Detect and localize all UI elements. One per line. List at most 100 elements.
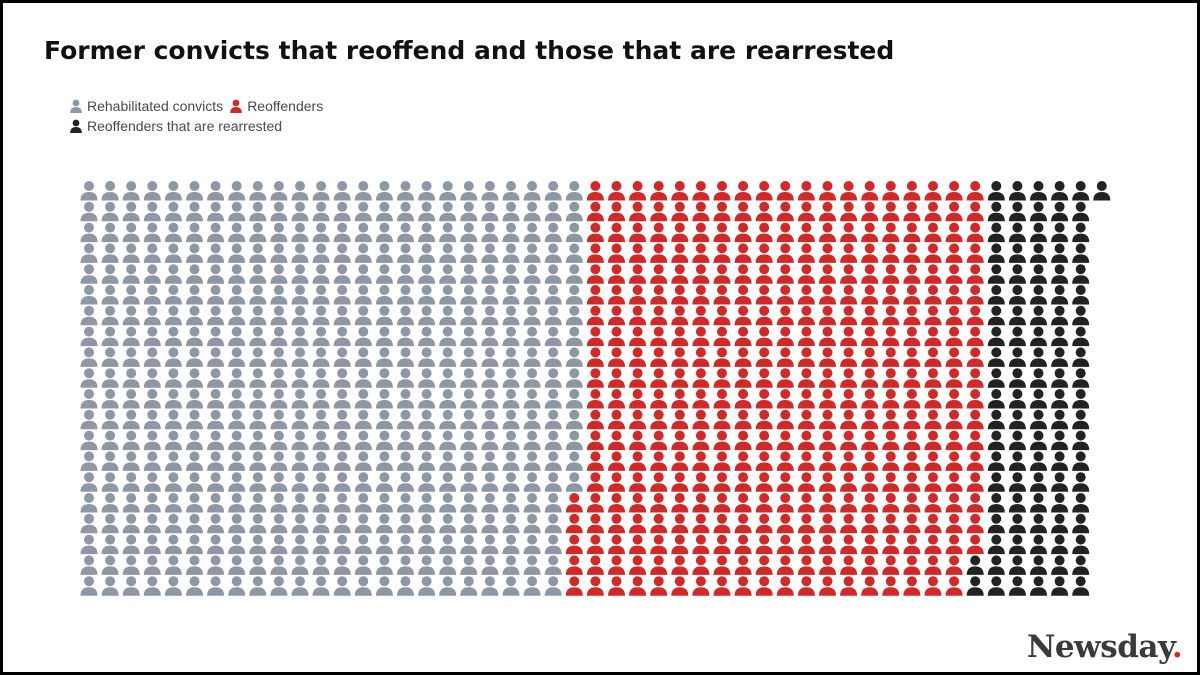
person-icon — [903, 264, 921, 284]
person-icon — [502, 305, 520, 326]
person-icon — [291, 305, 309, 326]
person-icon — [692, 451, 710, 471]
person-icon — [354, 409, 372, 430]
person-icon — [734, 201, 752, 222]
person-icon — [186, 555, 203, 575]
person-icon — [270, 347, 288, 367]
person-icon — [186, 264, 203, 284]
person-icon — [164, 430, 182, 451]
person-icon — [207, 326, 225, 347]
person-icon — [481, 493, 499, 513]
person-icon — [291, 555, 309, 575]
person-icon — [544, 555, 562, 575]
person-icon — [186, 243, 203, 263]
person-icon — [375, 493, 393, 513]
person-icon — [418, 181, 436, 201]
person-icon — [713, 347, 731, 367]
person-icon — [586, 181, 604, 201]
person-icon — [249, 201, 267, 222]
person-icon — [375, 451, 393, 471]
person-icon — [375, 368, 393, 388]
person-icon — [629, 285, 647, 305]
person-icon — [945, 451, 963, 471]
person-icon — [164, 305, 182, 326]
person-icon — [987, 264, 1005, 284]
person-icon — [249, 326, 267, 347]
person-icon — [143, 201, 161, 222]
person-icon — [671, 201, 689, 222]
person-icon — [375, 347, 393, 367]
person-icon — [586, 451, 604, 471]
person-icon — [840, 409, 858, 430]
person-icon — [565, 576, 583, 596]
person-icon — [650, 513, 668, 534]
person-icon — [903, 326, 921, 347]
person-icon — [439, 243, 457, 263]
person-icon — [1030, 430, 1047, 451]
person-icon — [1008, 430, 1026, 451]
person-icon — [1030, 493, 1047, 513]
person-icon — [375, 576, 393, 596]
person-icon — [502, 555, 520, 575]
person-icon — [80, 326, 98, 347]
person-icon — [1072, 368, 1090, 388]
person-icon — [164, 264, 182, 284]
person-icon — [713, 285, 731, 305]
person-icon — [101, 534, 119, 555]
person-icon — [755, 243, 773, 263]
person-icon — [650, 430, 668, 451]
person-icon — [987, 430, 1005, 451]
person-icon — [418, 201, 436, 222]
person-icon — [924, 347, 942, 367]
person-icon — [80, 285, 98, 305]
person-icon — [797, 409, 815, 430]
person-icon — [186, 513, 203, 534]
person-icon — [1072, 181, 1090, 201]
person-icon — [629, 305, 647, 326]
person-icon — [397, 513, 414, 534]
person-icon — [734, 576, 752, 596]
person-icon — [460, 285, 478, 305]
person-icon — [122, 472, 140, 492]
person-icon — [966, 181, 984, 201]
person-icon — [713, 389, 731, 409]
person-icon — [966, 409, 984, 430]
person-icon — [797, 576, 815, 596]
person-icon — [397, 326, 414, 347]
person-icon — [713, 576, 731, 596]
person-icon — [101, 451, 119, 471]
person-icon — [945, 472, 963, 492]
person-icon — [650, 326, 668, 347]
person-icon — [523, 493, 541, 513]
person-icon — [333, 430, 351, 451]
person-icon — [291, 181, 309, 201]
person-icon — [502, 222, 520, 243]
person-icon — [164, 222, 182, 243]
person-icon — [861, 451, 879, 471]
person-icon — [966, 576, 984, 596]
person-icon — [671, 285, 689, 305]
person-icon — [523, 576, 541, 596]
person-icon — [122, 534, 140, 555]
person-icon — [439, 430, 457, 451]
person-icon — [1051, 285, 1069, 305]
person-icon — [69, 119, 83, 133]
person-icon — [924, 243, 942, 263]
person-icon — [418, 555, 436, 575]
person-icon — [966, 326, 984, 347]
person-icon — [924, 181, 942, 201]
person-icon — [228, 555, 246, 575]
person-icon — [650, 534, 668, 555]
person-icon — [945, 555, 963, 575]
person-icon — [861, 513, 879, 534]
person-icon — [650, 389, 668, 409]
person-icon — [987, 493, 1005, 513]
person-icon — [481, 513, 499, 534]
person-icon — [734, 534, 752, 555]
person-icon — [439, 368, 457, 388]
person-icon — [375, 409, 393, 430]
person-icon — [840, 576, 858, 596]
person-icon — [671, 326, 689, 347]
person-icon — [945, 181, 963, 201]
person-icon — [207, 264, 225, 284]
